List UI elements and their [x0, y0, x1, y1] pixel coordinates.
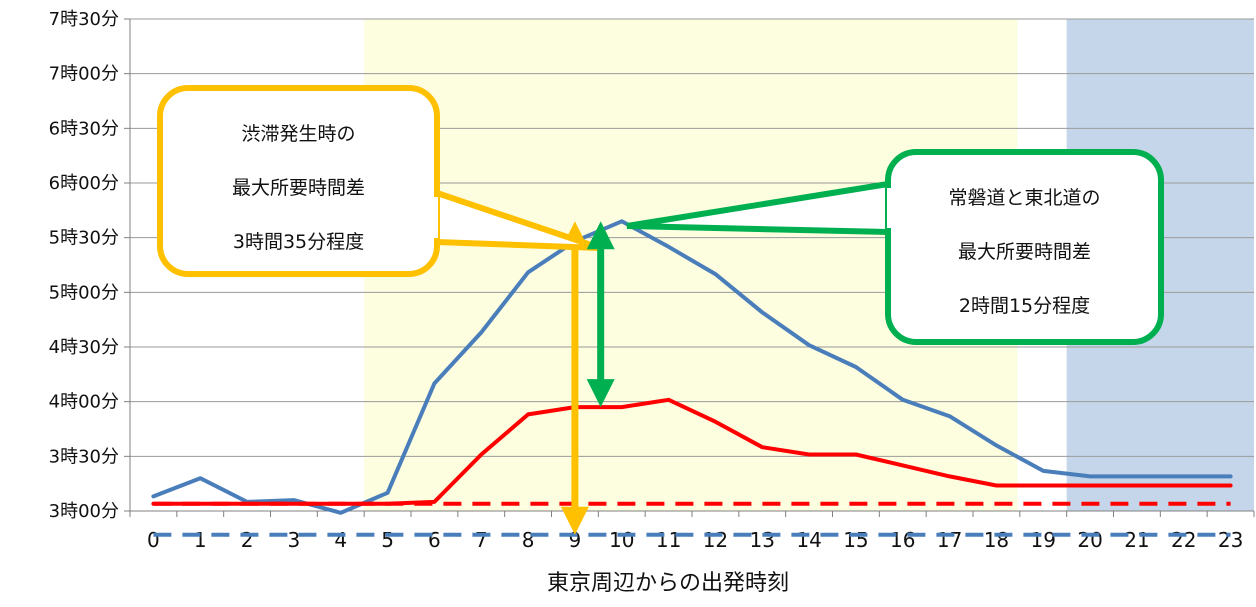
- series-lines: [151, 219, 1233, 537]
- callout-text-line: 3時間35分程度: [233, 231, 364, 253]
- arrow-head-down: [560, 506, 589, 535]
- y-tick-label: 4時30分: [49, 337, 119, 358]
- y-tick-label: 6時00分: [49, 173, 119, 194]
- x-tick-label: 21: [1124, 528, 1149, 552]
- callout-text-line: 渋滞発生時の: [241, 123, 355, 145]
- x-tick-label: 22: [1171, 528, 1196, 552]
- y-tick-label: 6時30分: [49, 118, 119, 139]
- arrow-head-up: [586, 221, 615, 250]
- callout-box: [885, 149, 1164, 345]
- x-tick-label: 1: [194, 528, 207, 552]
- callout-box: [157, 85, 440, 277]
- x-tick-label: 7: [475, 528, 488, 552]
- y-tick-label: 4時00分: [49, 392, 119, 413]
- x-tick-label: 0: [147, 528, 160, 552]
- axes: 3時00分 3時30分 4時00分 4時30分 5時00分 5時30分 6時00分 6時30分…: [49, 9, 1255, 552]
- y-tick-label: 5時00分: [49, 282, 119, 303]
- x-tick-label: 14: [796, 528, 821, 552]
- arrow-head-down: [586, 379, 615, 408]
- x-axis-label: 東京周辺からの出発時刻: [547, 571, 789, 596]
- x-tick-label: 11: [656, 528, 681, 552]
- callout-text-line: 常磐道と東北道の: [948, 187, 1100, 209]
- x-tick-label: 20: [1077, 528, 1102, 552]
- x-tick-label: 15: [843, 528, 868, 552]
- callout-text-line: 最大所要時間差: [958, 241, 1091, 263]
- x-tick-label: 18: [984, 528, 1009, 552]
- y-tick-label: 3時30分: [49, 446, 119, 467]
- x-tick-label: 13: [750, 528, 775, 552]
- y-tick-label: 7時00分: [49, 64, 119, 85]
- callout-text-line: 最大所要時間差: [232, 177, 365, 199]
- x-tick-label: 8: [522, 528, 535, 552]
- x-tick-label: 4: [334, 528, 347, 552]
- x-tick-label: 16: [890, 528, 915, 552]
- x-tick-label: 2: [241, 528, 254, 552]
- x-tick-label: 12: [703, 528, 728, 552]
- y-tick-label: 7時30分: [49, 9, 119, 30]
- x-tick-label: 5: [381, 528, 394, 552]
- x-tick-label: 17: [937, 528, 962, 552]
- difference-arrow-2: [586, 221, 615, 408]
- callout-seam: [432, 197, 438, 238]
- y-tick-label: 5時30分: [49, 228, 119, 249]
- annotations: 渋滞発生時の最大所要時間差3時間35分程度常磐道と東北道の最大所要時間差2時間1…: [157, 85, 1164, 535]
- x-tick-label: 6: [428, 528, 441, 552]
- x-tick-label: 19: [1031, 528, 1056, 552]
- callout-text-line: 2時間15分程度: [959, 295, 1090, 317]
- x-tick-label: 23: [1218, 528, 1243, 552]
- x-tick-label: 3: [288, 528, 301, 552]
- y-tick-label: 3時00分: [49, 501, 119, 522]
- callout-seam: [887, 188, 893, 228]
- x-tick-label: 10: [609, 528, 634, 552]
- series-line-1-solid: [151, 219, 1233, 515]
